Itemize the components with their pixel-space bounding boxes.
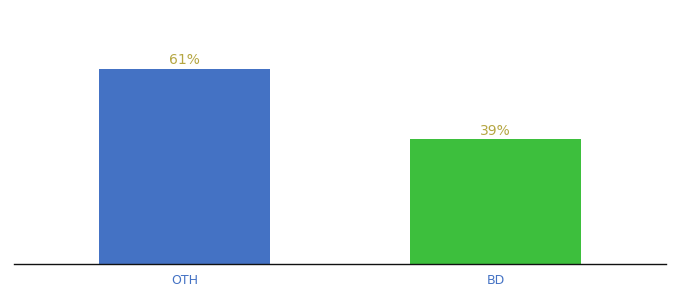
Text: 39%: 39% — [480, 124, 511, 138]
Bar — [410, 139, 581, 264]
Bar — [99, 69, 270, 264]
Text: 61%: 61% — [169, 53, 200, 67]
